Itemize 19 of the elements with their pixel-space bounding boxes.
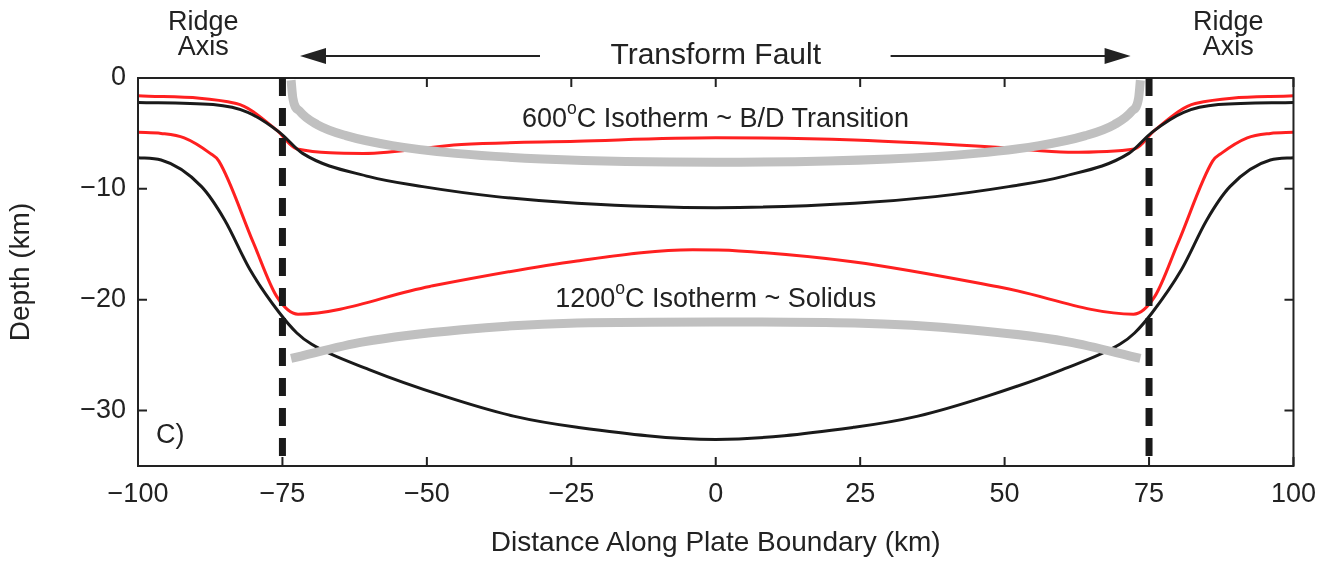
x-tick-label: 100	[1270, 477, 1317, 508]
x-tick-label: 25	[845, 477, 876, 508]
x-tick-label: −100	[107, 477, 169, 508]
x-axis-title: Distance Along Plate Boundary (km)	[490, 525, 941, 557]
x-tick-label: 0	[708, 477, 724, 508]
y-tick-label: 0	[110, 61, 126, 92]
ref-line-label: Ridge Axis	[1193, 6, 1264, 62]
y-tick-label: −30	[80, 394, 126, 425]
y-axis-title: Depth (km)	[3, 202, 35, 342]
y-tick-label: −10	[80, 172, 126, 203]
x-tick-label: 75	[1134, 477, 1165, 508]
x-tick-label: −50	[403, 477, 450, 508]
annotation: C)	[156, 419, 185, 450]
x-tick-label: 50	[989, 477, 1020, 508]
x-tick-label: −75	[259, 477, 306, 508]
y-tick-label: −20	[80, 283, 126, 314]
text: Transform Fault	[610, 37, 822, 71]
x-tick-label: −25	[548, 477, 595, 508]
ref-line-label: Ridge Axis	[167, 6, 239, 62]
